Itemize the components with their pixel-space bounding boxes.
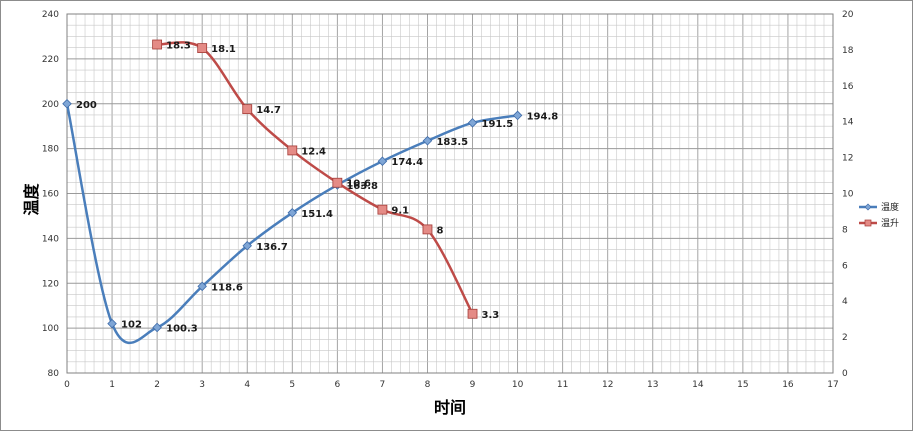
data-point-marker xyxy=(377,156,388,166)
data-label: 200 xyxy=(76,100,97,111)
x-tick-label: 12 xyxy=(602,380,613,390)
data-label: 151.4 xyxy=(301,209,333,220)
x-tick-label: 7 xyxy=(380,380,386,390)
data-point-marker xyxy=(242,104,253,115)
data-point-marker xyxy=(467,308,478,319)
left-y-tick-label: 160 xyxy=(42,190,59,200)
left-y-tick-label: 140 xyxy=(42,234,59,244)
x-tick-label: 14 xyxy=(692,380,704,390)
data-label: 14.7 xyxy=(256,105,281,116)
data-label: 3.3 xyxy=(482,310,500,321)
x-tick-label: 0 xyxy=(64,380,70,390)
data-label: 10.6 xyxy=(346,179,371,190)
x-tick-label: 11 xyxy=(557,380,568,390)
data-label: 8 xyxy=(436,225,443,236)
legend-label: 温度 xyxy=(881,201,899,213)
left-y-axis-ticks: 80 100 120 140 160 180 200 220 240 xyxy=(42,10,59,379)
legend-marker xyxy=(864,203,872,211)
right-y-tick-label: 16 xyxy=(842,82,854,92)
legend-marker xyxy=(864,219,872,227)
data-label: 18.3 xyxy=(166,41,191,52)
x-tick-label: 8 xyxy=(425,380,431,390)
data-point-marker xyxy=(62,98,72,109)
data-label: 183.5 xyxy=(436,137,468,148)
data-point-marker xyxy=(152,39,163,50)
right-y-tick-label: 4 xyxy=(842,297,848,307)
data-label: 191.5 xyxy=(482,119,514,130)
data-point-marker xyxy=(512,110,523,121)
left-y-tick-label: 120 xyxy=(42,279,59,289)
data-point-marker xyxy=(287,145,298,156)
plot-area xyxy=(66,13,834,374)
x-tick-label: 2 xyxy=(154,380,160,390)
data-point-marker xyxy=(467,118,478,128)
x-tick-label: 16 xyxy=(782,380,794,390)
data-label: 100.3 xyxy=(166,323,198,334)
data-point-marker xyxy=(287,208,298,218)
right-y-tick-label: 6 xyxy=(842,261,848,271)
right-y-tick-label: 0 xyxy=(842,369,848,379)
right-y-tick-label: 12 xyxy=(842,154,853,164)
right-y-tick-label: 2 xyxy=(842,333,848,343)
series-line xyxy=(157,41,474,315)
right-y-tick-label: 8 xyxy=(842,225,848,235)
gridlines xyxy=(66,13,834,374)
legend-label: 温升 xyxy=(881,218,899,229)
x-tick-label: 5 xyxy=(289,380,295,390)
x-tick-label: 9 xyxy=(470,380,476,390)
data-point-marker xyxy=(242,241,253,251)
series-2: 18.3 18.1 14.7 12.4 10.6 9.1 8 3.3 xyxy=(152,39,500,321)
x-tick-label: 15 xyxy=(737,380,748,390)
right-y-tick-label: 20 xyxy=(842,10,854,20)
data-point-marker xyxy=(422,224,433,235)
data-label: 118.6 xyxy=(211,282,243,293)
x-tick-label: 17 xyxy=(827,380,838,390)
series-layer: 200 102 100.3 118.6 136.7 151.4 163.8 174.4 183.… xyxy=(62,39,559,345)
left-y-tick-label: 200 xyxy=(42,100,59,110)
x-tick-label: 1 xyxy=(109,380,115,390)
y-axis-title: 温度 xyxy=(22,183,41,217)
data-label: 9.1 xyxy=(391,206,409,217)
right-y-tick-label: 18 xyxy=(842,46,854,56)
data-point-marker xyxy=(152,322,162,333)
x-tick-label: 6 xyxy=(334,380,340,390)
x-tick-label: 10 xyxy=(512,380,524,390)
data-point-marker xyxy=(197,43,208,54)
legend-item: 温升 xyxy=(859,218,899,229)
legend-item: 温度 xyxy=(859,201,899,213)
data-label: 136.7 xyxy=(256,242,288,253)
data-label: 163.8 xyxy=(346,181,378,192)
x-axis-ticks: 0 1 2 3 4 5 6 7 8 9 10 11 12 13 14 15 16 17 xyxy=(64,380,839,390)
data-point-marker xyxy=(422,136,433,146)
data-point-marker xyxy=(332,177,343,188)
data-point-marker xyxy=(197,281,207,292)
data-label: 12.4 xyxy=(301,146,326,157)
left-y-tick-label: 220 xyxy=(42,55,59,65)
right-y-axis-ticks: 0 2 4 6 8 10 12 14 16 18 20 xyxy=(842,10,854,379)
x-tick-label: 3 xyxy=(199,380,205,390)
data-label: 174.4 xyxy=(391,157,423,168)
x-tick-label: 13 xyxy=(647,380,658,390)
data-label: 194.8 xyxy=(527,111,559,122)
left-y-tick-label: 240 xyxy=(42,10,59,20)
left-y-tick-label: 180 xyxy=(42,145,59,155)
data-point-marker xyxy=(377,204,388,215)
left-y-tick-label: 80 xyxy=(48,369,60,379)
right-y-tick-label: 14 xyxy=(842,118,854,128)
data-label: 18.1 xyxy=(211,44,236,55)
data-point-marker xyxy=(107,318,117,329)
data-label: 102 xyxy=(121,320,142,331)
left-y-tick-label: 100 xyxy=(42,324,59,334)
x-axis-title: 时间 xyxy=(434,398,466,417)
x-tick-label: 4 xyxy=(244,380,250,390)
right-y-tick-label: 10 xyxy=(842,190,854,200)
